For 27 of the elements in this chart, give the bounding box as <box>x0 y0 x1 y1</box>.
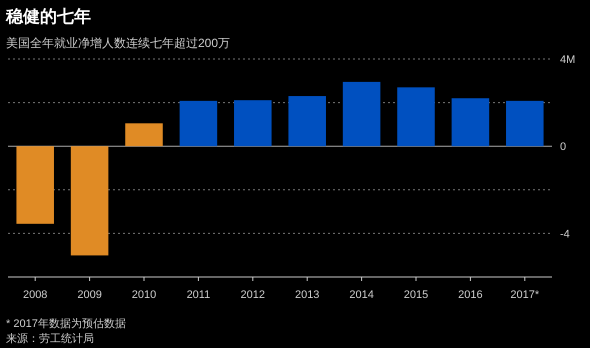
text: * 2017年数据为预估数据 <box>6 317 126 330</box>
source-note: 来源：劳工统计局 <box>6 332 94 345</box>
x-tick-label: 2011 <box>186 289 210 301</box>
x-tick-label: 2010 <box>132 289 156 301</box>
bar <box>342 82 380 146</box>
bar <box>180 100 218 146</box>
bar <box>70 146 108 256</box>
bar <box>506 100 544 146</box>
bar <box>397 87 435 146</box>
x-tick-label: 2015 <box>404 289 428 301</box>
x-tick-label: 2009 <box>77 289 102 301</box>
y-tick-label: 4M <box>560 54 576 66</box>
title: 稳健的七年 <box>6 7 91 26</box>
x-tick-label: 2017* <box>510 289 540 301</box>
y-tick-label: -4 <box>560 228 570 240</box>
x-tick-label: 2016 <box>458 289 483 301</box>
bar <box>16 146 54 224</box>
x-tick-label: 2008 <box>22 289 48 301</box>
x-tick-label: 2014 <box>349 289 374 301</box>
bar <box>288 96 326 146</box>
bar <box>125 123 163 146</box>
subtitle: 美国全年就业净增人数连续七年超过200万 <box>6 36 230 50</box>
bar <box>234 100 272 146</box>
x-tick-label: 2013 <box>294 289 320 301</box>
x-tick-label: 2012 <box>240 289 266 301</box>
bar <box>452 98 490 146</box>
y-tick-label: 0 <box>560 141 566 154</box>
